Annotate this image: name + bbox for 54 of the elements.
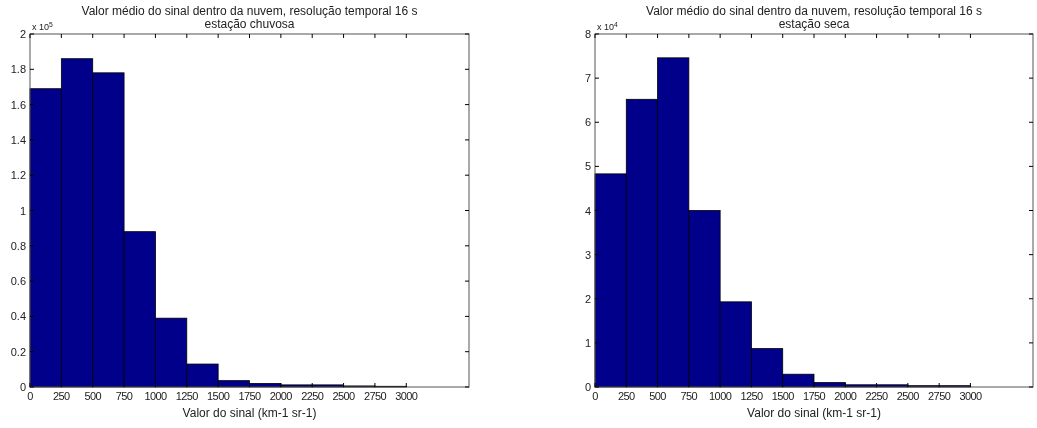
x-tick-label: 2250	[301, 390, 324, 402]
text: x 10$^{5}$	[32, 20, 54, 32]
x-tick-label: 1750	[238, 390, 262, 402]
y-tick-label: 4	[584, 204, 591, 217]
y-tick-label: 1.8	[10, 63, 26, 76]
y-tick-label: 5	[584, 160, 591, 173]
y-tick-label: 0.2	[10, 345, 26, 358]
x-tick-label: 500	[649, 390, 667, 402]
x-tick-label: 2750	[363, 390, 387, 402]
x-tick-label: 0	[27, 390, 34, 402]
x-tick-label: 0	[592, 390, 599, 402]
y-tick-label: 1.4	[10, 133, 26, 146]
x-tick-label: 750	[115, 390, 133, 402]
chart-title: Valor médio do sinal dentro da nuvem, resolução temporal 16 s	[81, 4, 418, 18]
y-tick-label: 7	[584, 72, 591, 85]
y-tick-label: 0	[584, 381, 591, 393]
chart-title: Valor médio do sinal dentro da nuvem, resolução temporal 16 s	[646, 4, 982, 18]
x-tick-label: 1000	[709, 390, 732, 402]
x-tick-label: 2000	[269, 390, 293, 402]
x-tick-label: 1750	[802, 390, 826, 402]
x-tick-label: 2000	[834, 390, 857, 402]
y-tick-label: 0	[19, 381, 26, 393]
y-tick-label: 2	[19, 28, 26, 40]
y-tick-label: 1.6	[10, 98, 26, 111]
x-tick-label: 3000	[395, 390, 418, 402]
x-tick-label: 2250	[865, 390, 889, 402]
x-tick-label: 1500	[771, 390, 795, 402]
x-tick-label: 500	[84, 390, 102, 402]
y-tick-label: 2	[584, 292, 591, 305]
x-axis-title: Valor do sinal (km-1 sr-1)	[747, 406, 881, 420]
chart-subtitle: estação seca	[778, 17, 850, 31]
x-tick-label: 3000	[959, 390, 982, 402]
x-tick-label: 1500	[207, 390, 230, 402]
y-tick-label: 0.8	[10, 239, 26, 252]
x-tick-label: 750	[680, 390, 698, 402]
x-tick-label: 250	[618, 390, 636, 402]
y-tick-label: 1	[19, 204, 26, 217]
x-tick-label: 1250	[740, 390, 763, 402]
y-tick-label: 1	[584, 336, 591, 349]
y-tick-label: 0.4	[10, 310, 26, 323]
y-tick-label: 0.6	[10, 275, 26, 288]
y-tick-label: 8	[584, 28, 591, 40]
x-tick-label: 1000	[144, 390, 167, 402]
x-axis-title: Valor do sinal (km-1 sr-1)	[182, 406, 317, 420]
x-tick-label: 2500	[332, 390, 356, 402]
x-tick-label: 250	[53, 390, 71, 402]
y-tick-label: 6	[584, 116, 591, 129]
chart-subtitle: estação chuvosa	[204, 17, 295, 31]
y-tick-label: 1.2	[10, 169, 26, 182]
x-tick-label: 2750	[928, 390, 951, 402]
x-tick-label: 2500	[896, 390, 920, 402]
text: x 10$^{4}$	[597, 20, 619, 32]
x-tick-label: 1250	[175, 390, 199, 402]
y-tick-label: 3	[584, 248, 591, 261]
